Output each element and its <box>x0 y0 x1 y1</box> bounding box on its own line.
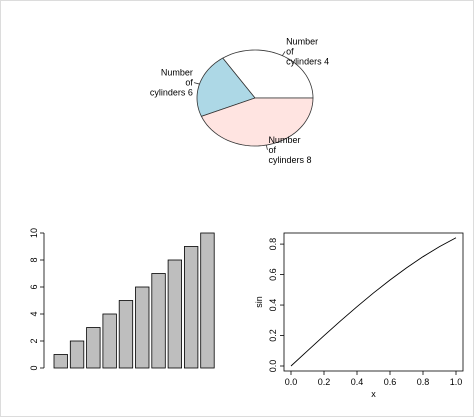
bar <box>118 300 134 369</box>
pie-slice-label: Number <box>286 36 318 46</box>
bar <box>167 259 183 369</box>
pie-slice-label: of <box>268 145 276 155</box>
line-x-axis-label: x <box>371 389 376 399</box>
pie-slice <box>196 57 256 117</box>
bar-y-tick-label: 6 <box>29 284 39 289</box>
bar-y-tick-label: 2 <box>29 338 39 343</box>
line-x-tick-label: 0.2 <box>318 377 331 387</box>
line-y-axis-label: sin <box>254 296 264 308</box>
bar <box>183 246 199 369</box>
line-plot-frame <box>283 232 464 372</box>
line-x-tick-label: 0.0 <box>285 377 298 387</box>
line-x-tick-label: 0.6 <box>384 377 397 387</box>
pie-slice-label: of <box>286 46 294 56</box>
bar-y-tick-label: 8 <box>29 257 39 262</box>
bar-y-tick-label: 0 <box>29 365 39 370</box>
bar-y-tick-label: 4 <box>29 311 39 316</box>
line-y-tick-label: 0.0 <box>268 360 278 373</box>
bar <box>151 273 166 369</box>
pie-label-leader <box>265 144 268 150</box>
pie-slice-label: Number <box>268 135 300 145</box>
line-chart: 0.0 0.2 0.4 0.6 0.8 1.0 0.0 0.2 0.4 0.6 0.8 x sin <box>254 232 464 399</box>
pie-label-leader <box>193 82 200 85</box>
line-x-tick-label: 1.0 <box>450 377 463 387</box>
bar <box>102 313 117 369</box>
pie-slice-label: Number <box>161 68 193 78</box>
bar <box>86 327 101 369</box>
bar-chart: 0 2 4 6 8 10 <box>29 228 215 371</box>
bar <box>53 354 68 369</box>
sin-series-line <box>290 237 457 367</box>
pie-slice-label: cylinders 4 <box>286 56 329 66</box>
bar <box>135 286 150 369</box>
line-x-tick-label: 0.8 <box>417 377 430 387</box>
line-y-tick-label: 0.2 <box>268 329 278 342</box>
line-x-tick-label: 0.4 <box>351 377 364 387</box>
pie-slice-label: cylinders 8 <box>268 155 311 165</box>
line-y-tick-label: 0.6 <box>268 268 278 281</box>
pie-slice-label: of <box>185 78 193 88</box>
bar-y-tick-label: 10 <box>29 228 39 238</box>
line-y-tick-label: 0.8 <box>268 238 278 251</box>
pie-label-leader <box>282 51 286 56</box>
line-y-tick-label: 0.4 <box>268 299 278 312</box>
pie-slice-label: cylinders 6 <box>150 88 193 98</box>
bar <box>69 340 85 369</box>
bar <box>200 232 215 369</box>
